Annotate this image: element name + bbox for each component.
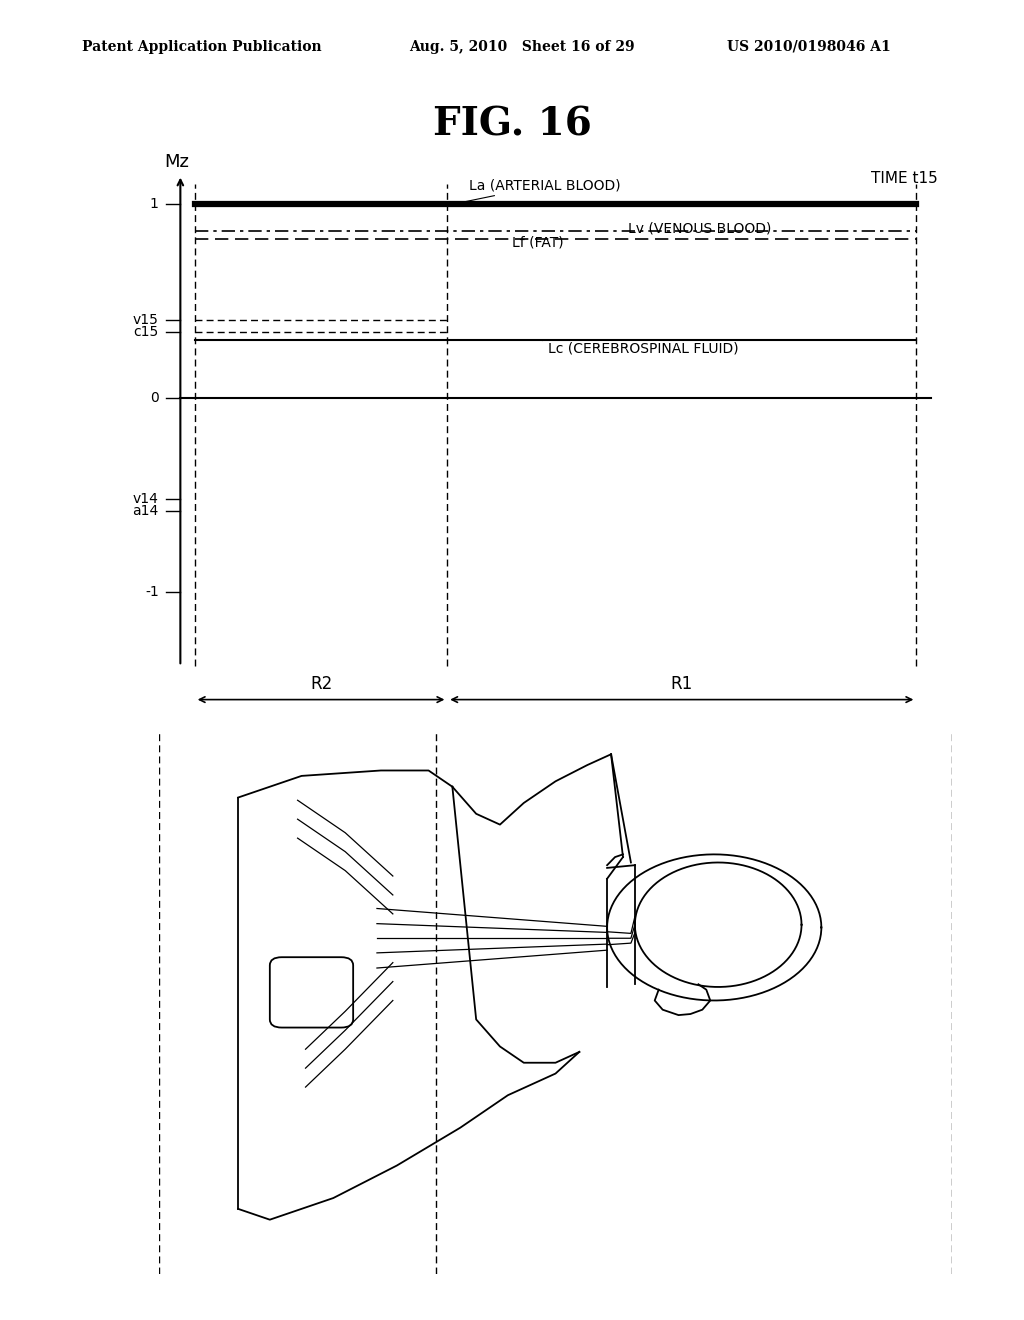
Text: a14: a14: [132, 504, 159, 517]
Text: 0: 0: [150, 391, 159, 405]
Text: c15: c15: [133, 325, 159, 339]
Text: R2: R2: [310, 676, 332, 693]
Text: La (ARTERIAL BLOOD): La (ARTERIAL BLOOD): [458, 178, 621, 203]
Text: Patent Application Publication: Patent Application Publication: [82, 40, 322, 54]
Text: Lv (VENOUS BLOOD): Lv (VENOUS BLOOD): [628, 222, 771, 236]
Text: US 2010/0198046 A1: US 2010/0198046 A1: [727, 40, 891, 54]
Text: FIG. 16: FIG. 16: [432, 106, 592, 144]
Text: R1: R1: [671, 676, 693, 693]
Text: Lf (FAT): Lf (FAT): [512, 236, 564, 249]
Text: Aug. 5, 2010   Sheet 16 of 29: Aug. 5, 2010 Sheet 16 of 29: [410, 40, 635, 54]
Text: v14: v14: [133, 492, 159, 506]
Text: TIME t15: TIME t15: [871, 170, 938, 186]
Text: Mz: Mz: [164, 153, 189, 170]
Text: v15: v15: [133, 313, 159, 327]
Text: 1: 1: [150, 197, 159, 211]
Text: -1: -1: [145, 585, 159, 599]
Text: Lc (CEREBROSPINAL FLUID): Lc (CEREBROSPINAL FLUID): [537, 341, 739, 355]
